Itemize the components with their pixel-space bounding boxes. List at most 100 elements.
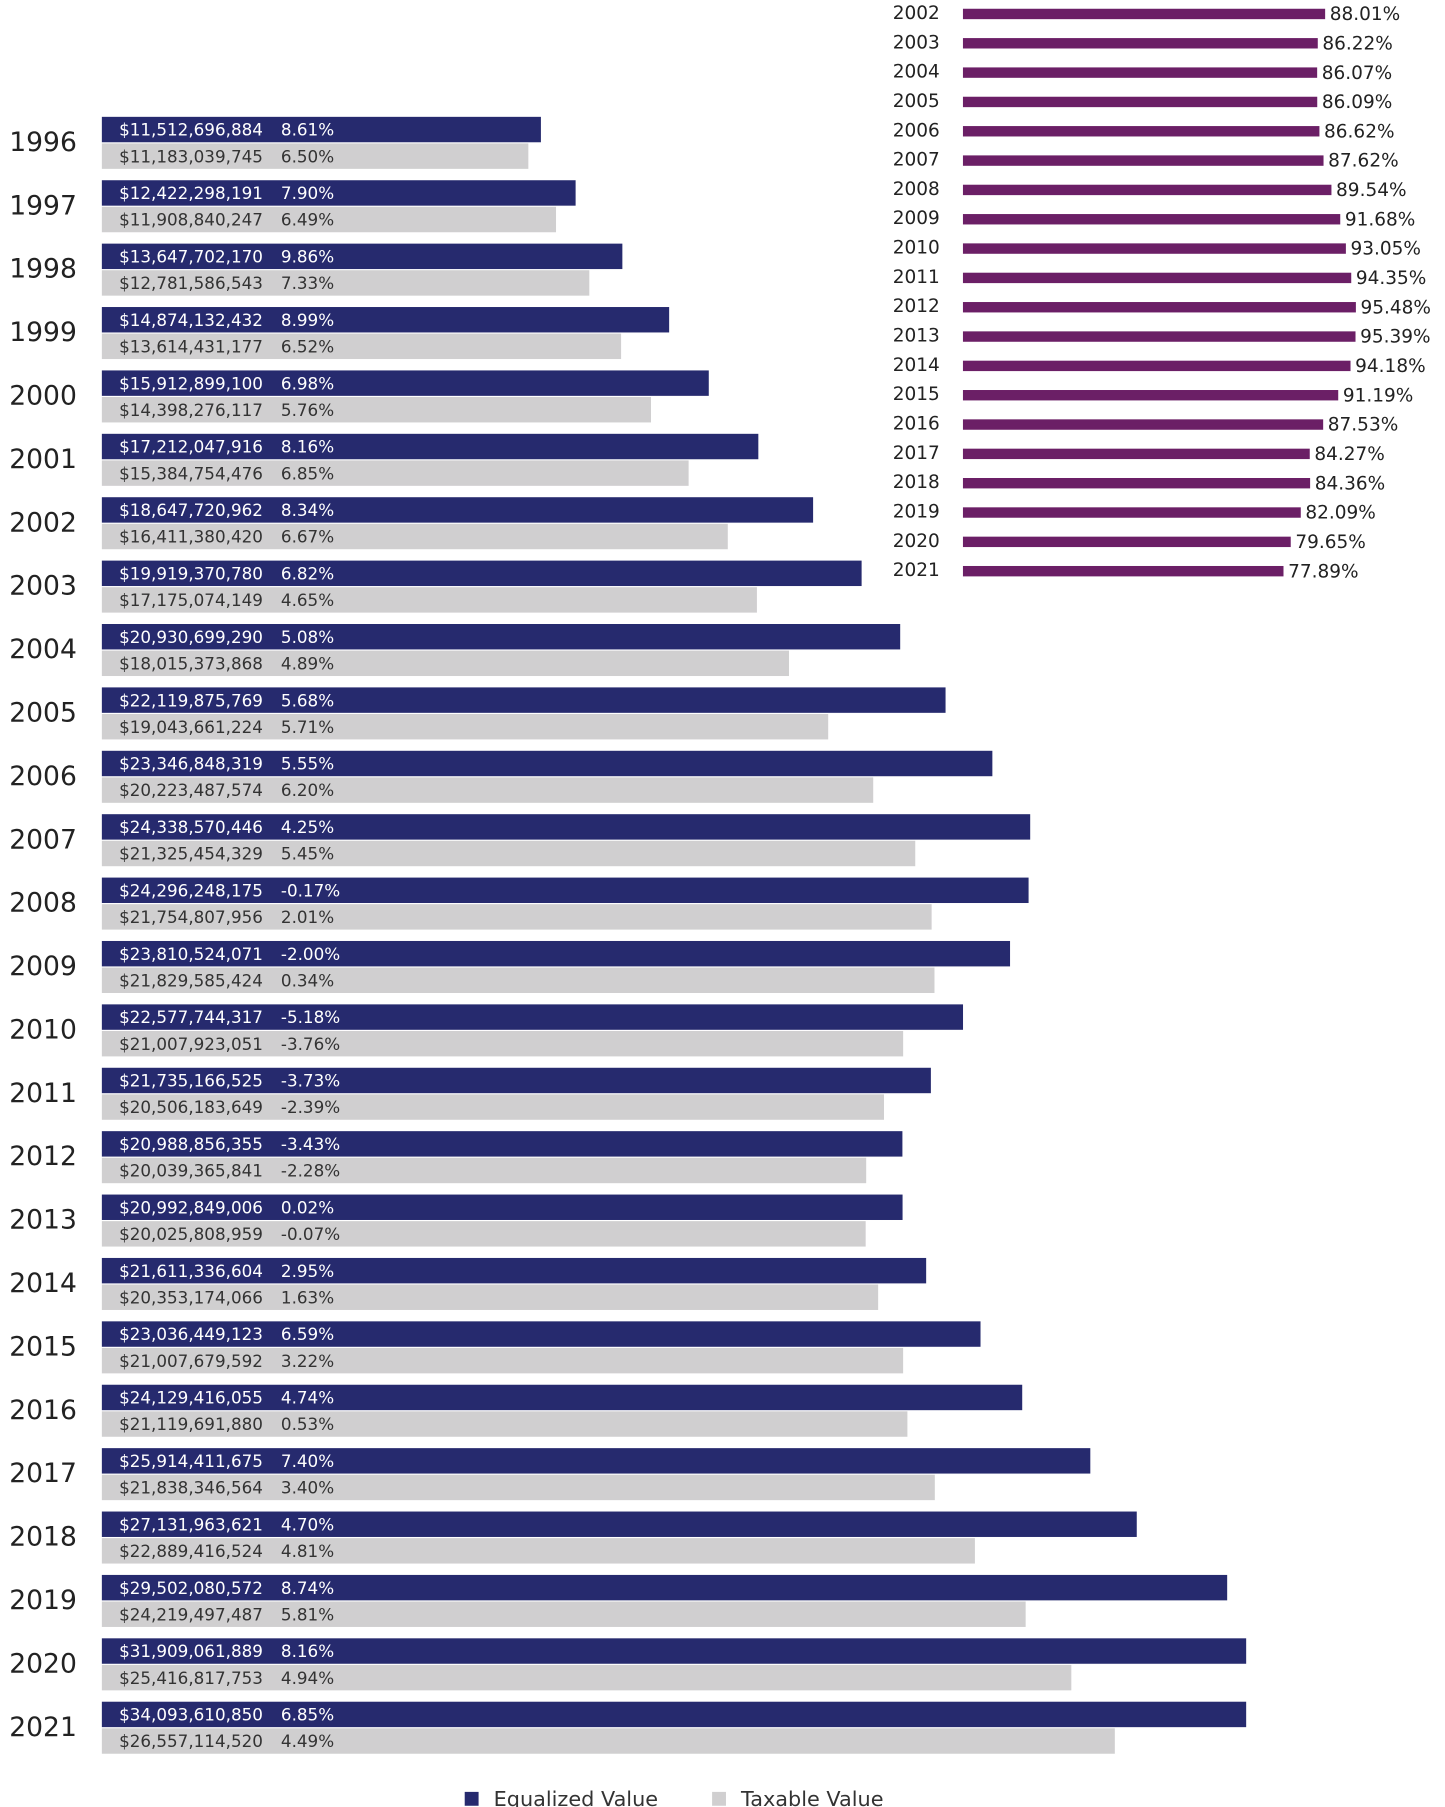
bar — [101, 587, 757, 613]
change-label: 5.45% — [281, 844, 334, 864]
y-tick-label: 2009 — [9, 951, 77, 982]
value-label: $20,353,174,066 — [119, 1287, 263, 1307]
bar — [101, 1321, 981, 1347]
y-tick-label: 2016 — [893, 414, 940, 435]
y-tick-label: 2012 — [893, 296, 940, 317]
y-tick-label: 2019 — [893, 502, 940, 523]
bar — [101, 777, 874, 803]
value-label: $21,325,454,329 — [119, 844, 263, 864]
value-label: $12,422,298,191 — [119, 183, 263, 203]
bar — [101, 687, 946, 713]
bar — [962, 67, 1318, 78]
bar — [101, 713, 829, 740]
value-label: $17,212,047,916 — [119, 437, 263, 457]
value-label: $20,988,856,355 — [119, 1134, 263, 1154]
y-tick-label: 2015 — [9, 1331, 77, 1362]
bar — [101, 243, 623, 270]
bar — [101, 750, 993, 777]
bar — [101, 1157, 867, 1184]
value-label: $20,930,699,290 — [119, 627, 263, 647]
y-tick-label: 1997 — [9, 190, 77, 221]
change-label: 4.70% — [281, 1514, 334, 1534]
bar — [962, 96, 1318, 108]
change-label: 7.33% — [281, 273, 334, 293]
bar — [962, 360, 1351, 372]
change-label: 8.74% — [281, 1578, 334, 1598]
y-tick-label: 2012 — [9, 1141, 77, 1172]
bar — [962, 243, 1346, 254]
value-label: $14,874,132,432 — [119, 310, 263, 330]
legend-label: Equalized Value — [494, 1787, 658, 1807]
bar — [101, 307, 670, 333]
bar — [101, 1221, 866, 1247]
change-label: 6.67% — [281, 527, 334, 547]
value-label: 91.19% — [1343, 385, 1413, 406]
change-label: 2.95% — [281, 1261, 334, 1281]
change-label: 5.55% — [281, 754, 334, 774]
bar — [101, 523, 728, 550]
bar — [101, 1131, 903, 1157]
change-label: 5.71% — [281, 717, 334, 737]
bar — [101, 1664, 1072, 1691]
bar — [962, 155, 1324, 166]
bar — [101, 877, 1029, 904]
y-tick-label: 2013 — [9, 1205, 77, 1236]
value-label: $21,007,679,592 — [119, 1351, 263, 1371]
value-label: $22,119,875,769 — [119, 690, 263, 710]
y-tick-label: 2006 — [893, 120, 940, 141]
change-label: -2.00% — [281, 944, 340, 964]
change-label: 2.01% — [281, 907, 334, 927]
value-label: $25,416,817,753 — [119, 1668, 263, 1688]
bar — [101, 1004, 964, 1030]
value-label: 89.54% — [1336, 180, 1406, 201]
value-label: $24,338,570,446 — [119, 817, 263, 837]
y-tick-label: 2014 — [9, 1268, 77, 1299]
value-label: $17,175,074,149 — [119, 590, 263, 610]
value-label: 77.89% — [1288, 561, 1358, 582]
bar — [101, 560, 862, 587]
bar — [101, 1067, 931, 1094]
value-label: $13,614,431,177 — [119, 336, 263, 356]
bar — [962, 536, 1291, 548]
change-label: 6.20% — [281, 780, 334, 800]
change-label: 8.99% — [281, 310, 334, 330]
value-label: $20,025,808,959 — [119, 1224, 263, 1244]
y-tick-label: 2009 — [893, 208, 940, 229]
value-label: 93.05% — [1351, 239, 1421, 260]
bar — [962, 8, 1326, 20]
bar — [962, 214, 1341, 225]
value-label: $15,384,754,476 — [119, 463, 263, 483]
change-label: 6.52% — [281, 336, 334, 356]
bar — [101, 1728, 1115, 1754]
bar — [101, 1538, 975, 1564]
y-tick-label: 2004 — [9, 634, 77, 665]
value-label: $20,992,849,006 — [119, 1197, 263, 1217]
bar — [101, 840, 916, 867]
bar — [101, 180, 576, 206]
y-tick-label: 2011 — [893, 267, 940, 288]
change-label: 9.86% — [281, 247, 334, 267]
change-label: 4.65% — [281, 590, 334, 610]
value-label: $31,909,061,889 — [119, 1641, 263, 1661]
change-label: 0.02% — [281, 1197, 334, 1217]
value-label: $11,183,039,745 — [119, 146, 263, 166]
change-label: -2.28% — [281, 1161, 340, 1181]
y-tick-label: 2003 — [893, 32, 940, 53]
change-label: 5.81% — [281, 1604, 334, 1624]
bar — [101, 1638, 1247, 1664]
value-label: 94.35% — [1356, 268, 1426, 289]
bar — [101, 333, 622, 360]
y-tick-label: 1996 — [9, 127, 77, 158]
legend-label: Taxable Value — [740, 1787, 884, 1807]
change-label: 6.59% — [281, 1324, 334, 1344]
value-label: $21,754,807,956 — [119, 907, 263, 927]
bar — [101, 397, 651, 423]
value-label: $19,919,370,780 — [119, 563, 263, 583]
y-tick-label: 2010 — [893, 238, 940, 259]
change-label: 5.76% — [281, 400, 334, 420]
bar — [101, 1384, 1023, 1411]
bar — [962, 38, 1318, 49]
value-label: $20,506,183,649 — [119, 1097, 263, 1117]
change-label: 5.08% — [281, 627, 334, 647]
change-label: 8.16% — [281, 1641, 334, 1661]
